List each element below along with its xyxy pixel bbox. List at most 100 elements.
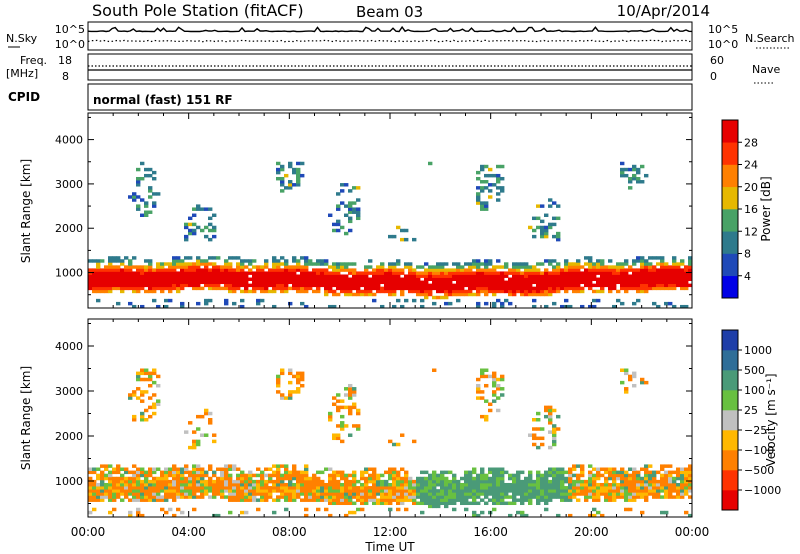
velocity-cell bbox=[420, 470, 425, 475]
power-cell bbox=[240, 277, 245, 281]
velocity-cell bbox=[488, 374, 493, 379]
power-cell bbox=[476, 259, 481, 263]
power-cell bbox=[476, 304, 481, 309]
velocity-cell bbox=[132, 482, 137, 487]
velocity-cell bbox=[276, 374, 281, 379]
power-cell bbox=[496, 259, 501, 263]
power-cell bbox=[88, 259, 93, 263]
velocity-cell bbox=[104, 464, 109, 468]
velocity-cell bbox=[148, 414, 153, 419]
velocity-cell bbox=[424, 489, 429, 493]
power-cell bbox=[652, 256, 657, 260]
velocity-cell bbox=[500, 476, 505, 481]
velocity-cell bbox=[132, 476, 137, 481]
power-cell bbox=[564, 286, 569, 291]
power-cell bbox=[444, 289, 449, 294]
power-cell bbox=[392, 283, 397, 288]
velocity-cell bbox=[404, 489, 409, 493]
velocity-cell bbox=[340, 439, 345, 444]
power-cell bbox=[92, 268, 97, 272]
power-cell bbox=[320, 283, 325, 288]
velocity-cell bbox=[624, 489, 629, 493]
power-cell bbox=[664, 274, 669, 278]
velocity-cell bbox=[544, 482, 549, 487]
velocity-cell bbox=[556, 495, 561, 499]
power-cell bbox=[444, 262, 449, 266]
velocity-cell bbox=[396, 486, 401, 490]
power-cell bbox=[452, 268, 457, 272]
power-cell bbox=[112, 268, 117, 272]
power-cell bbox=[176, 262, 181, 266]
power-cell bbox=[576, 268, 581, 272]
velocity-cell bbox=[544, 414, 549, 419]
power-cell bbox=[348, 207, 353, 211]
velocity-cell bbox=[480, 470, 485, 475]
power-cell bbox=[168, 289, 173, 294]
power-cell bbox=[276, 170, 281, 175]
velocity-cell bbox=[524, 482, 529, 487]
power-cell bbox=[444, 277, 449, 281]
velocity-cell bbox=[676, 476, 681, 481]
power-cell bbox=[384, 268, 389, 272]
velocity-cell bbox=[308, 486, 313, 490]
power-cell bbox=[576, 280, 581, 285]
velocity-cell bbox=[108, 473, 113, 478]
power-cell bbox=[524, 265, 529, 269]
power-cell bbox=[280, 286, 285, 291]
power-cell bbox=[672, 271, 677, 275]
velocity-cell bbox=[492, 383, 497, 388]
velocity-cell bbox=[364, 467, 369, 471]
velocity-cell bbox=[220, 473, 225, 478]
power-cell bbox=[324, 286, 329, 291]
velocity-cell bbox=[328, 495, 333, 499]
velocity-cell bbox=[200, 414, 205, 419]
power-cell bbox=[620, 265, 625, 269]
velocity-cell bbox=[612, 476, 617, 481]
velocity-cell bbox=[200, 476, 205, 481]
power-cell bbox=[544, 234, 549, 239]
power-cell bbox=[304, 286, 309, 291]
velocity-cell bbox=[636, 470, 641, 475]
power-cell bbox=[160, 277, 165, 281]
power-cell bbox=[248, 259, 253, 263]
velocity-cell bbox=[612, 473, 617, 478]
power-cell bbox=[388, 286, 393, 291]
power-cell bbox=[532, 228, 537, 233]
velocity-cell bbox=[320, 492, 325, 496]
power-cell bbox=[548, 289, 553, 294]
power-cell bbox=[664, 268, 669, 272]
power-cell bbox=[532, 268, 537, 272]
power-cell bbox=[636, 167, 641, 172]
velocity-cell bbox=[624, 482, 629, 487]
velocity-cell bbox=[384, 498, 389, 502]
velocity-cell bbox=[180, 473, 185, 478]
velocity-cell bbox=[220, 492, 225, 496]
velocity-cell bbox=[364, 492, 369, 496]
velocity-cell bbox=[292, 482, 297, 487]
power-cell bbox=[476, 271, 481, 275]
velocity-cell bbox=[388, 498, 393, 502]
power-cell bbox=[440, 265, 445, 269]
power-cell bbox=[500, 274, 505, 278]
power-cell bbox=[212, 286, 217, 291]
velocity-cell bbox=[568, 476, 573, 481]
power-cell bbox=[140, 213, 145, 217]
power-cell bbox=[352, 262, 357, 266]
power-cell bbox=[596, 289, 601, 294]
velocity-cell bbox=[472, 492, 477, 496]
power-cell bbox=[652, 280, 657, 285]
velocity-cell bbox=[544, 492, 549, 496]
power-cell bbox=[260, 286, 265, 291]
power-cell bbox=[116, 280, 121, 285]
velocity-cell bbox=[252, 492, 257, 496]
velocity-cell bbox=[512, 501, 517, 506]
power-cell bbox=[228, 265, 233, 269]
power-cell bbox=[388, 289, 393, 294]
velocity-cell bbox=[396, 492, 401, 496]
velocity-cell bbox=[536, 473, 541, 478]
velocity-cell bbox=[140, 390, 145, 394]
power-cell bbox=[540, 219, 545, 224]
power-cell bbox=[504, 289, 509, 294]
velocity-cell bbox=[640, 467, 645, 471]
power-cell bbox=[212, 265, 217, 269]
